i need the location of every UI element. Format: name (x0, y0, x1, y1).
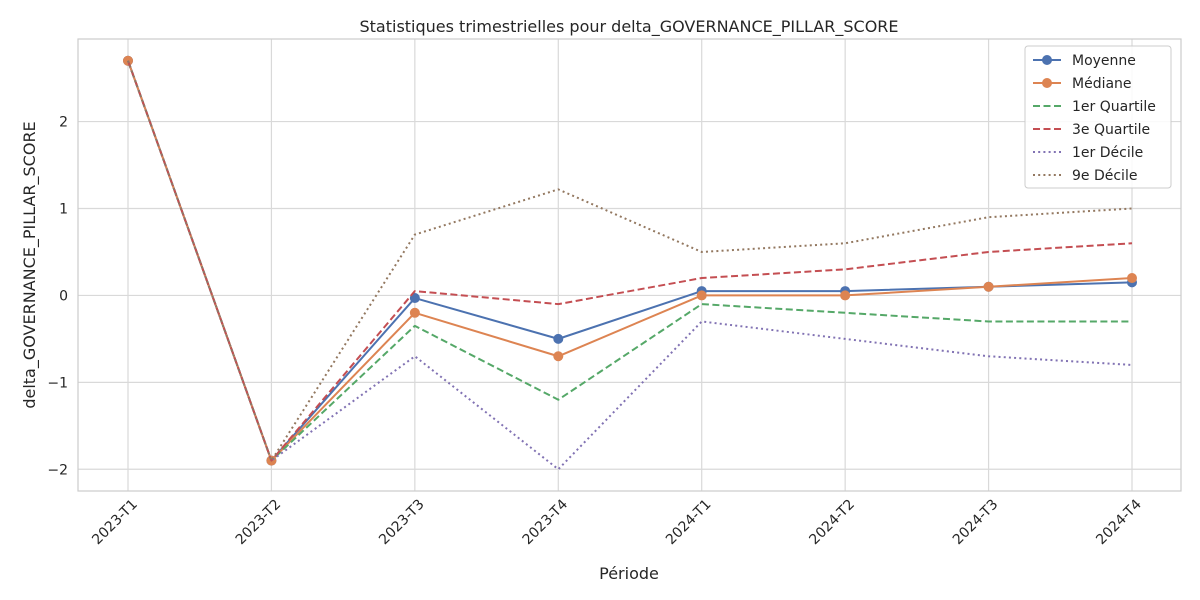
series-line (127, 60, 1133, 462)
plot-area (77, 38, 1182, 492)
x-tick-label: 2024-T1 (663, 497, 715, 549)
series-line (127, 60, 1133, 471)
legend: Moyenne Médiane 1er Quartile 3e Quartile 1er… (1024, 45, 1172, 189)
y-tick-label: −2 (47, 462, 68, 478)
grid (78, 39, 1181, 491)
y-axis: −2 −1 0 1 2 (47, 115, 68, 479)
data-point (696, 290, 707, 301)
data-point (983, 281, 994, 292)
x-axis-title: Période (599, 564, 659, 583)
series-0 (123, 55, 1137, 466)
series-3 (127, 60, 1133, 462)
y-tick-label: 0 (59, 288, 68, 304)
x-tick-label: 2023-T3 (376, 497, 428, 549)
series-1 (123, 55, 1137, 466)
data-point (553, 351, 564, 362)
series-line (127, 60, 1133, 462)
series-layer (123, 55, 1137, 471)
x-tick-label: 2024-T3 (950, 497, 1002, 549)
series-2 (127, 60, 1132, 462)
data-point (409, 307, 420, 318)
x-tick-label: 2023-T2 (233, 497, 285, 549)
legend-label: Moyenne (1072, 53, 1136, 69)
data-point (1127, 273, 1137, 284)
data-point (553, 333, 564, 344)
x-axis: 2023-T1 2023-T2 2023-T3 2023-T4 2024-T1 2024-… (89, 496, 1145, 548)
y-tick-label: −1 (47, 375, 68, 391)
legend-label: 1er Décile (1072, 145, 1143, 161)
legend-label: 3e Quartile (1072, 122, 1150, 138)
legend-marker (1042, 78, 1052, 88)
series-line (127, 60, 1133, 462)
series-line (127, 60, 1132, 462)
y-tick-label: 1 (59, 202, 68, 218)
legend-marker (1042, 55, 1052, 65)
series-4 (127, 60, 1133, 471)
legend-frame (1024, 45, 1172, 189)
series-line (127, 60, 1133, 462)
y-axis-title: delta_GOVERNANCE_PILLAR_SCORE (20, 121, 40, 408)
legend-label: 9e Décile (1072, 168, 1137, 184)
y-tick-label: 2 (59, 115, 68, 131)
legend-label: 1er Quartile (1072, 99, 1156, 115)
legend-label: Médiane (1072, 76, 1132, 92)
x-tick-label: 2023-T1 (89, 497, 141, 549)
x-tick-label: 2024-T2 (806, 497, 858, 549)
series-5 (127, 60, 1133, 462)
x-tick-label: 2024-T4 (1093, 496, 1145, 548)
x-tick-label: 2023-T4 (520, 496, 572, 548)
chart-title: Statistiques trimestrielles pour delta_G… (359, 17, 898, 37)
data-point (840, 290, 851, 301)
